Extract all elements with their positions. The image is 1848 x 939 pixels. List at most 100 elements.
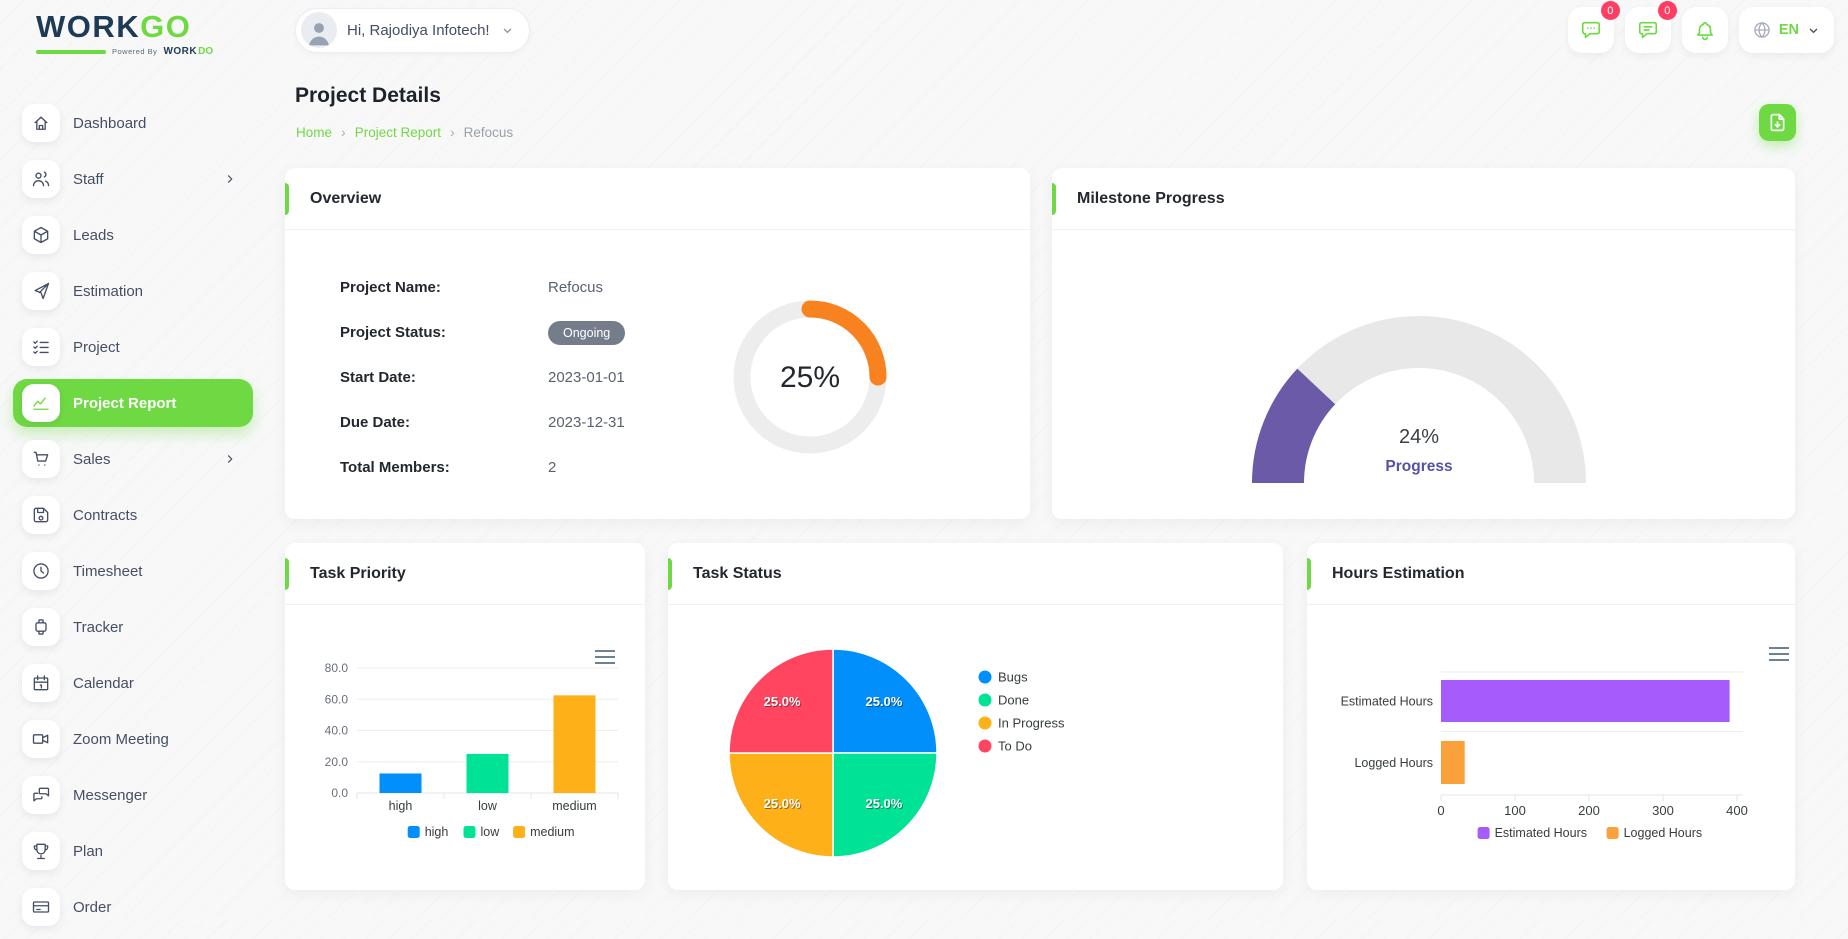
sidebar-item-label: Sales [73, 450, 111, 468]
legend-item[interactable]: To Do [978, 739, 1032, 754]
sidebar-item-staff[interactable]: Staff [13, 155, 253, 203]
overview-row: Start Date: 2023-01-01 [340, 355, 625, 400]
svg-text:25.0%: 25.0% [865, 796, 902, 811]
svg-text:25.0%: 25.0% [764, 694, 801, 709]
clock-icon [22, 552, 60, 590]
svg-text:medium: medium [530, 825, 574, 839]
user-menu[interactable]: Hi, Rajodiya Infotech! [295, 7, 530, 53]
svg-text:100: 100 [1504, 803, 1526, 818]
sidebar-item-project-report[interactable]: Project Report [13, 379, 253, 427]
svg-text:400: 400 [1726, 803, 1748, 818]
logo-word-accent: GO [140, 9, 192, 44]
home-icon [22, 104, 60, 142]
overview-progress-donut: 25% [725, 292, 895, 462]
chart-icon [22, 384, 60, 422]
field-label: Due Date: [340, 414, 411, 431]
legend-item[interactable]: low [463, 825, 501, 839]
svg-text:25.0%: 25.0% [765, 695, 802, 710]
overview-row: Due Date: 2023-12-31 [340, 400, 625, 445]
user-greeting: Hi, Rajodiya Infotech! [347, 21, 490, 39]
svg-text:25.0%: 25.0% [866, 695, 903, 710]
svg-text:Progress: Progress [1385, 458, 1452, 475]
sidebar-item-label: Project Report [73, 394, 177, 412]
sidebar-item-label: Leads [73, 226, 114, 244]
legend-item[interactable]: high [407, 825, 449, 839]
overview-card-title: Overview [310, 189, 382, 207]
box-icon [22, 216, 60, 254]
sidebar: WORKGO Powered By WORK DO Dashboard Staff… [0, 0, 265, 926]
svg-text:Estimated Hours: Estimated Hours [1341, 695, 1433, 709]
overview-row: Project Name: Refocus [340, 265, 625, 310]
svg-text:0: 0 [1437, 803, 1444, 818]
legend-item[interactable]: Done [978, 693, 1030, 708]
messages-button[interactable]: 0 [1567, 1, 1620, 53]
chart-menu-icon[interactable] [1769, 647, 1789, 661]
svg-text:high: high [425, 825, 449, 839]
task-priority-card: Task Priority 80.0 60.0 40.0 20.0 0.0 high low… [285, 543, 645, 890]
svg-text:high: high [389, 799, 413, 813]
svg-text:Bugs: Bugs [998, 670, 1028, 685]
legend-item[interactable]: Bugs [978, 670, 1029, 685]
sidebar-item-calendar[interactable]: Calendar [13, 659, 253, 707]
field-value: Refocus [548, 279, 604, 296]
task-priority-card-header: Task Priority [285, 543, 645, 605]
workgo-logo[interactable]: WORKGO Powered By WORK DO [36, 10, 213, 57]
sidebar-item-messenger[interactable]: Messenger [13, 771, 253, 819]
sidebar-item-contracts[interactable]: Contracts [13, 491, 253, 539]
cart-icon [22, 440, 60, 478]
logo-tagline: Powered By WORK DO [36, 46, 213, 57]
sidebar-item-label: Calendar [73, 674, 134, 692]
logo-text: WORKGO [36, 10, 213, 44]
overview-card-header: Overview [285, 168, 1030, 230]
svg-text:25.0%: 25.0% [865, 694, 902, 709]
avatar [301, 12, 337, 48]
logo-word-primary: WORK [36, 9, 141, 44]
chat-button[interactable]: 0 [1624, 1, 1677, 53]
sidebar-item-label: Zoom Meeting [73, 730, 169, 748]
milestone-card-title: Milestone Progress [1077, 189, 1225, 207]
powered-brand-accent: DO [198, 46, 214, 57]
users-icon [22, 160, 60, 198]
sidebar-item-timesheet[interactable]: Timesheet [13, 547, 253, 595]
sidebar-item-label: Timesheet [73, 562, 143, 580]
sidebar-item-zoom-meeting[interactable]: Zoom Meeting [13, 715, 253, 763]
breadcrumb-link[interactable]: Project Report [354, 124, 441, 140]
breadcrumb-link[interactable]: Home [296, 124, 333, 140]
task-priority-card-title: Task Priority [310, 564, 406, 582]
watch-icon [22, 608, 60, 646]
legend-item[interactable]: Estimated Hours [1477, 826, 1587, 840]
sidebar-item-sales[interactable]: Sales [13, 435, 253, 483]
task-status-card-header: Task Status [668, 543, 1283, 605]
send-icon [22, 272, 60, 310]
sidebar-item-leads[interactable]: Leads [13, 211, 253, 259]
sidebar-item-project[interactable]: Project [13, 323, 253, 371]
chart-menu-icon[interactable] [595, 650, 615, 664]
chevron-right-icon [223, 172, 237, 186]
svg-text:25.0%: 25.0% [765, 797, 802, 812]
sidebar-item-tracker[interactable]: Tracker [13, 603, 253, 651]
task-status-card: Task Status 25.0% 25.0% 25.0% 25.0% 25.0% 25.… [668, 543, 1283, 890]
powered-brand-primary: WORK [163, 46, 198, 57]
svg-text:24%: 24% [1399, 426, 1439, 448]
sidebar-item-label: Plan [73, 842, 104, 860]
chevron-right-icon [223, 452, 237, 466]
legend-item[interactable]: medium [513, 825, 575, 839]
sidebar-item-label: Tracker [73, 618, 124, 636]
overview-row: Project Status: Ongoing [340, 310, 626, 355]
notifications-button[interactable] [1681, 7, 1728, 53]
export-button[interactable] [1759, 104, 1796, 141]
status-badge: Ongoing [548, 320, 626, 345]
chevron-down-icon [500, 23, 515, 38]
overview-row: Total Members: 2 [340, 445, 625, 490]
legend-item[interactable]: In Progress [978, 716, 1065, 731]
sidebar-item-order[interactable]: Order [13, 883, 253, 931]
message-text-icon [1637, 19, 1659, 41]
svg-text:25.0%: 25.0% [764, 796, 801, 811]
message-dots-icon [1580, 19, 1602, 41]
sidebar-item-estimation[interactable]: Estimation [13, 267, 253, 315]
sidebar-item-plan[interactable]: Plan [13, 827, 253, 875]
legend-item[interactable]: Logged Hours [1606, 826, 1703, 840]
sidebar-item-dashboard[interactable]: Dashboard [13, 99, 253, 147]
language-selector[interactable]: EN [1738, 7, 1834, 53]
svg-text:Estimated Hours: Estimated Hours [1495, 826, 1587, 840]
